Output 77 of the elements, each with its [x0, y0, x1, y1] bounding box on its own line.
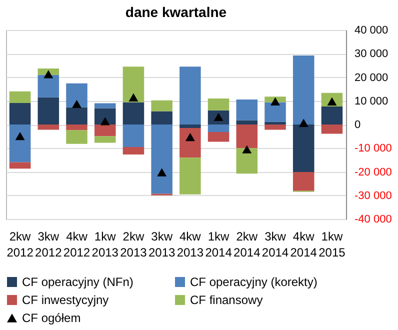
- legend-label: CF ogółem: [22, 311, 81, 325]
- bar: [38, 74, 60, 98]
- bar: [66, 124, 88, 130]
- bar: [180, 124, 201, 128]
- bar: [66, 130, 88, 144]
- bar: [264, 102, 286, 122]
- bar: [321, 106, 343, 124]
- point: [242, 145, 252, 154]
- x-tick-label: 2kw 2013: [120, 230, 148, 260]
- y-tick-label: -30 000: [354, 190, 392, 202]
- chart-title: dane kwartalne: [125, 4, 227, 20]
- bar: [208, 124, 230, 132]
- x-tick-label: 4kw 2014: [290, 230, 318, 260]
- bar: [9, 103, 31, 124]
- legend-label: CF operacyjny (korekty): [190, 275, 318, 289]
- point: [270, 97, 280, 106]
- x-tick-label: 4kw 2012: [63, 230, 90, 260]
- bar: [321, 124, 343, 134]
- bar: [180, 66, 201, 124]
- bar: [180, 128, 201, 158]
- bar: [236, 124, 258, 148]
- x-tick-label: 1kw 2015: [318, 230, 346, 260]
- x-tick-label: 3kw 2013: [148, 230, 176, 260]
- y-tick-label: 40 000: [354, 24, 388, 36]
- y-tick-label: -10 000: [354, 142, 392, 155]
- bar: [151, 100, 172, 112]
- bar: [236, 148, 258, 174]
- x-tick-label: 4kw 2013: [176, 230, 204, 260]
- bar: [292, 124, 314, 172]
- bar: [236, 120, 258, 124]
- bar: [38, 124, 60, 130]
- point: [298, 118, 308, 127]
- bar: [122, 66, 144, 102]
- legend-label: CF operacyjny (NFn): [22, 275, 134, 289]
- x-tick-label: 3kw 2014: [262, 230, 289, 260]
- bar: [236, 99, 258, 120]
- point: [157, 168, 167, 176]
- bar: [94, 108, 116, 124]
- bar: [264, 124, 286, 130]
- bar: [94, 136, 116, 143]
- point: [15, 132, 25, 140]
- bar: [94, 103, 116, 108]
- bar: [9, 124, 31, 162]
- bar: [122, 124, 144, 147]
- point: [44, 70, 54, 78]
- x-tick-label: 2kw 2014: [234, 230, 261, 260]
- x-tick-label: 1kw 2013: [92, 230, 119, 260]
- legend-label: CF finansowy: [190, 293, 263, 307]
- bar: [208, 98, 230, 110]
- x-tick-label: 1kw 2014: [205, 230, 232, 260]
- y-tick-label: 20 000: [354, 72, 388, 84]
- legend-label: CF inwestycyjny: [22, 293, 109, 307]
- bar: [151, 124, 172, 194]
- bar: [38, 97, 60, 124]
- x-tick-label: 2kw 2012: [6, 230, 34, 260]
- bar: [264, 122, 286, 124]
- bar: [9, 162, 31, 169]
- bar: [122, 102, 144, 124]
- bar: [292, 172, 314, 191]
- y-tick-label: 10 000: [354, 95, 388, 108]
- bar: [292, 56, 314, 124]
- y-tick-label: -40 000: [354, 214, 392, 226]
- x-tick-label: 3kw 2012: [35, 230, 62, 260]
- bar: [66, 83, 88, 108]
- bar: [94, 124, 116, 136]
- point: [185, 132, 195, 142]
- bar: [208, 132, 230, 142]
- bar: [9, 91, 31, 103]
- bar: [151, 111, 172, 124]
- bar: [66, 107, 88, 124]
- point: [72, 100, 82, 108]
- bar: [122, 146, 144, 155]
- y-tick-label: 30 000: [354, 48, 388, 60]
- y-tick-label: -20 000: [354, 166, 392, 178]
- y-tick-label: 0: [354, 119, 361, 131]
- bar: [180, 158, 201, 194]
- point: [128, 93, 138, 102]
